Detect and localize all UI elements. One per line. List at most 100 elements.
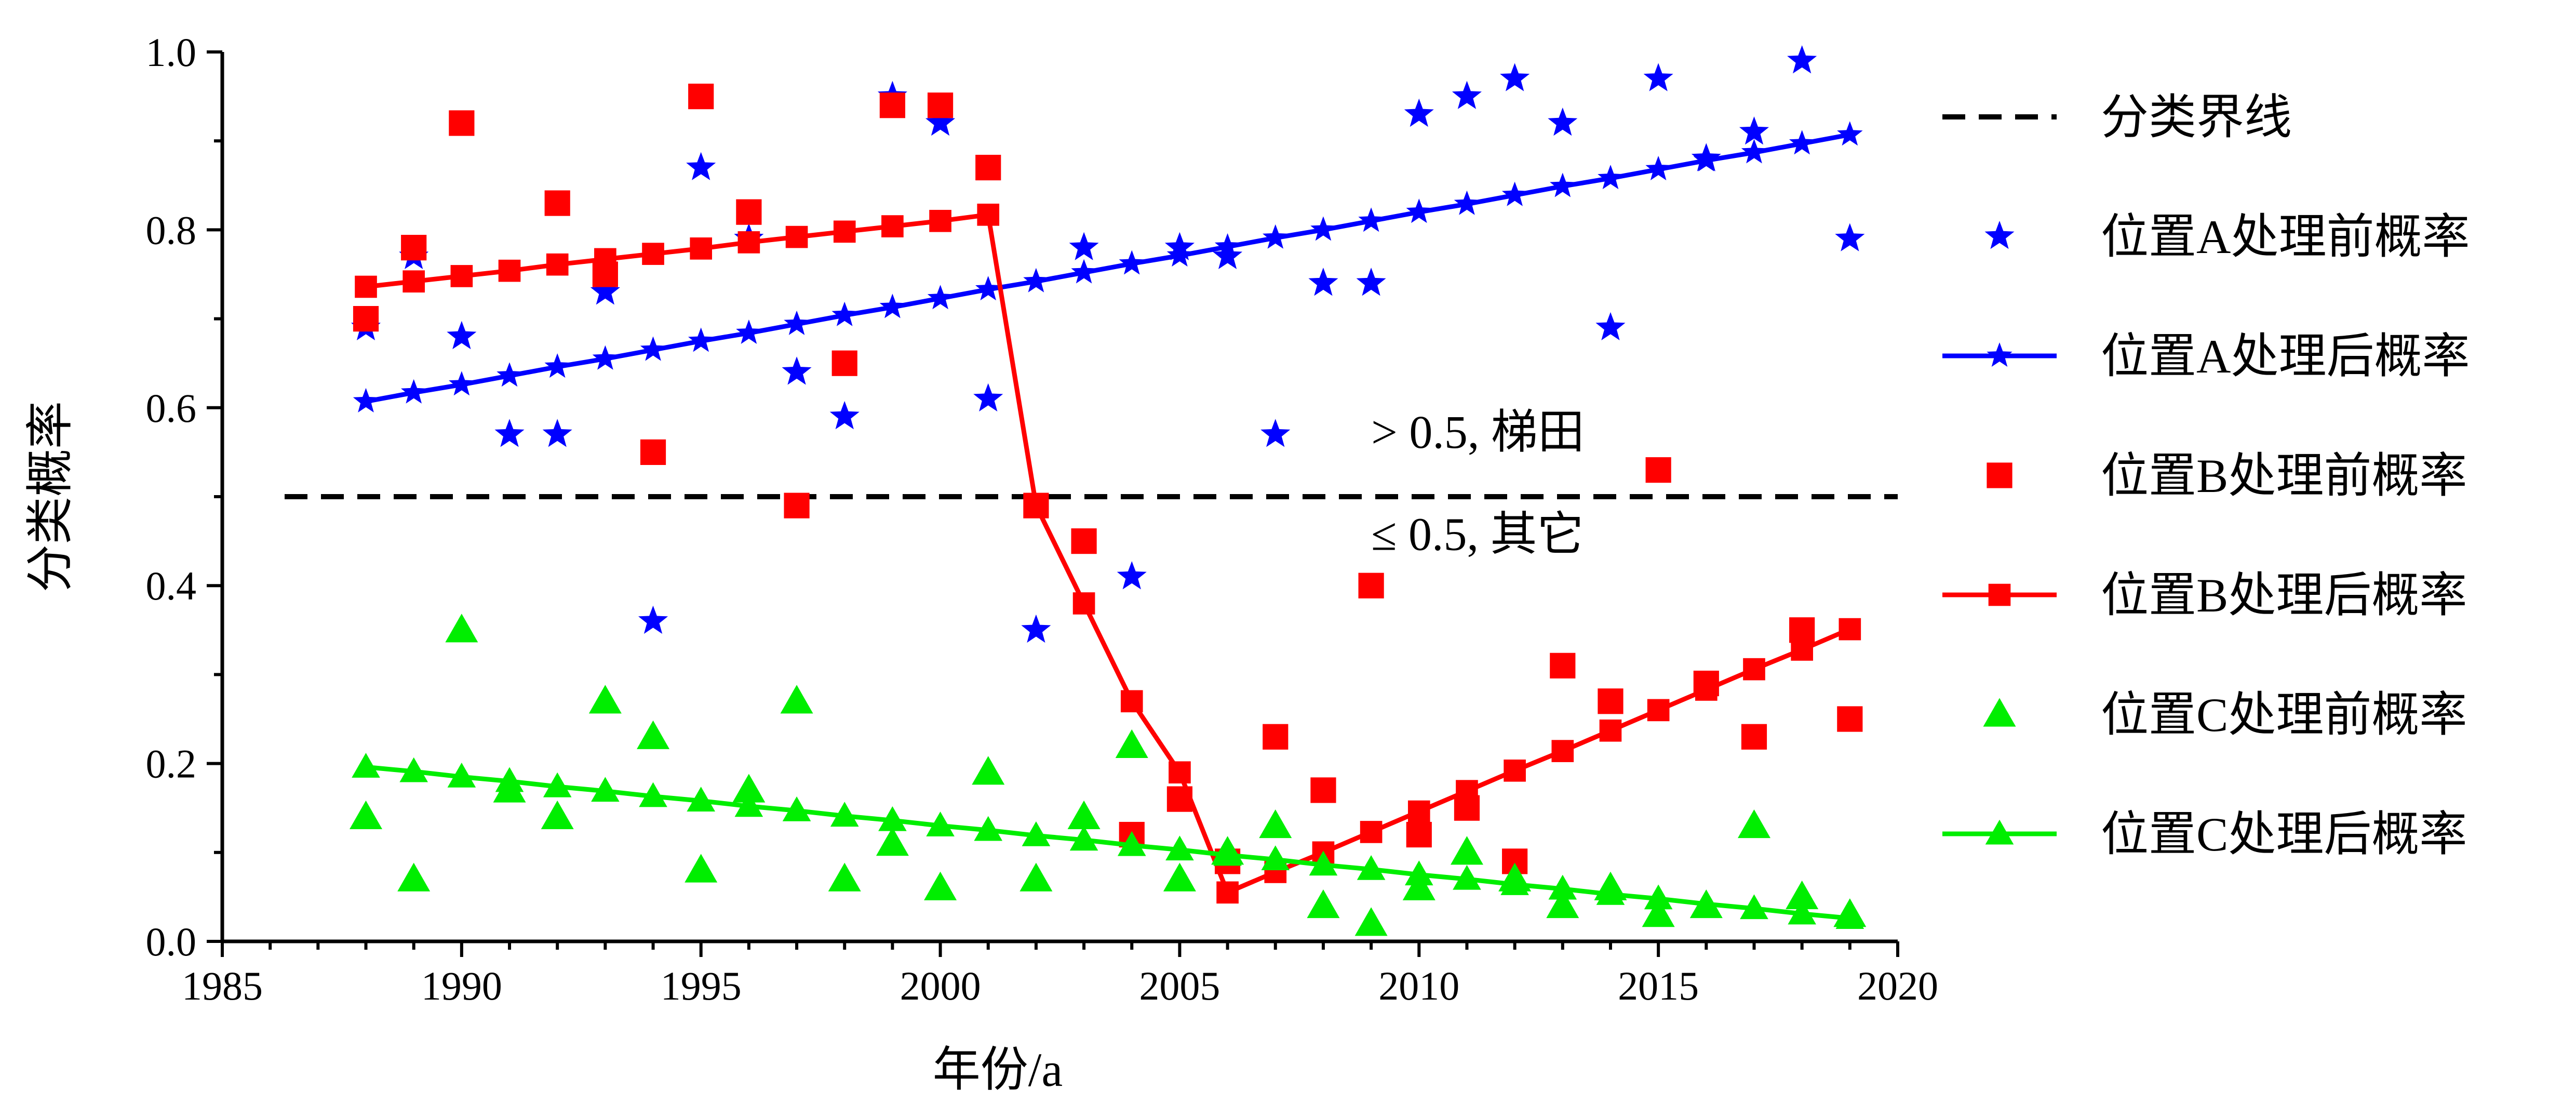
series-4-point-9 xyxy=(780,685,813,714)
series-0-point-20 xyxy=(1308,268,1338,296)
series-1-point-8 xyxy=(736,320,762,344)
series-5-point-17 xyxy=(1165,835,1194,861)
series-1-point-28 xyxy=(1693,147,1719,171)
x-tick-label-5: 2010 xyxy=(1378,963,1459,1008)
series-3-point-14 xyxy=(1025,494,1048,517)
series-4-point-5 xyxy=(588,685,622,714)
series-2-point-26 xyxy=(1645,457,1671,483)
series-0-point-27 xyxy=(1643,63,1673,91)
axes: 1985 1990 1995 2000 2005 2010 2015 2020 0.0 0.2 0.… xyxy=(24,30,1938,1096)
series-1-point-18 xyxy=(1214,233,1241,258)
series-1-point-7 xyxy=(688,327,714,352)
series-4-point-10 xyxy=(828,862,861,892)
series-2-point-1 xyxy=(401,235,427,261)
series-2-point-0 xyxy=(353,306,379,332)
series-5-point-22 xyxy=(1404,860,1433,886)
series-0-point-14 xyxy=(1021,614,1051,643)
series-3-point-21 xyxy=(1360,821,1383,843)
x-tick-label-6: 2015 xyxy=(1618,963,1699,1008)
series-2-point-7 xyxy=(736,199,762,225)
series-4-point-27 xyxy=(1642,898,1675,927)
series-5-point-0 xyxy=(352,753,380,778)
series-4-point-7 xyxy=(685,854,718,883)
series-3-point-29 xyxy=(1743,658,1765,681)
series-3-point-24 xyxy=(1504,759,1526,782)
series-5-point-23 xyxy=(1453,864,1481,890)
y-tick-label-1: 0.2 xyxy=(146,741,197,787)
series-3-point-27 xyxy=(1647,699,1670,722)
series-1-point-13 xyxy=(975,276,1001,301)
series-5-point-31 xyxy=(1835,904,1864,929)
x-tick-label-7: 2020 xyxy=(1857,963,1938,1008)
series-5-point-3 xyxy=(495,767,524,792)
series-5-point-14 xyxy=(1022,821,1051,846)
series-0-point-13 xyxy=(973,383,1003,411)
series-5-point-15 xyxy=(1069,826,1098,851)
series-3-point-10 xyxy=(833,220,856,243)
series-4-point-0 xyxy=(350,800,383,829)
series-4-point-11 xyxy=(876,827,909,856)
series-3-point-26 xyxy=(1599,719,1622,742)
series-2-point-24 xyxy=(1550,653,1576,679)
series-1-point-4 xyxy=(544,353,570,378)
series-1-point-23 xyxy=(1454,190,1480,215)
series-4-point-4 xyxy=(541,800,574,829)
series-5-point-16 xyxy=(1117,831,1146,856)
series-1-point-19 xyxy=(1263,224,1289,249)
series-2-point-10 xyxy=(879,92,905,118)
series-3-point-11 xyxy=(881,215,904,237)
series-2-point-25 xyxy=(1598,688,1624,714)
series-5-point-19 xyxy=(1261,845,1290,870)
legend-label-2: 位置B处理前概率 xyxy=(2101,449,2467,502)
series-2-point-19 xyxy=(1310,777,1336,803)
series-0-point-30 xyxy=(1787,45,1817,74)
series-2-point-9 xyxy=(831,350,857,376)
series-0-point-18 xyxy=(1213,241,1243,269)
series-3-point-30 xyxy=(1791,639,1813,661)
legend-marker-4 xyxy=(1983,698,2016,727)
series-1-point-12 xyxy=(927,285,954,310)
series-1-point-22 xyxy=(1406,198,1432,223)
series-2-point-3 xyxy=(544,190,570,216)
series-5-point-9 xyxy=(782,796,811,821)
legend-threshold-label: 分类界线 xyxy=(2101,91,2292,144)
series-5-point-10 xyxy=(830,802,859,827)
x-tick-label-4: 2005 xyxy=(1139,963,1220,1008)
legend-marker-3 xyxy=(1988,583,2011,606)
series-1-point-11 xyxy=(879,294,906,318)
series-5-point-8 xyxy=(734,792,763,817)
series-4-point-8 xyxy=(732,774,766,803)
series-4-point-19 xyxy=(1259,809,1292,839)
series-3-point-3 xyxy=(498,259,521,282)
series-5-point-20 xyxy=(1309,850,1338,876)
series-1-point-17 xyxy=(1166,242,1193,267)
series-2-point-6 xyxy=(688,84,714,110)
series-1-point-9 xyxy=(784,310,810,335)
series-4-point-17 xyxy=(1163,862,1196,892)
series-5-point-24 xyxy=(1500,870,1529,895)
x-tick-label-0: 1985 xyxy=(182,963,263,1008)
legend-marker-0 xyxy=(1984,221,2015,249)
series-1-point-24 xyxy=(1501,181,1528,206)
legend-label-1: 位置A处理后概率 xyxy=(2101,330,2470,383)
series-5-point-29 xyxy=(1740,894,1768,920)
x-tick-label-1: 1990 xyxy=(421,963,502,1008)
series-4-point-30 xyxy=(1786,880,1819,910)
series-4-point-14 xyxy=(1019,862,1053,892)
series-1-point-0 xyxy=(353,388,379,413)
y-tick-label-0: 0.0 xyxy=(146,919,197,964)
series-0-point-16 xyxy=(1117,561,1147,590)
series-5-point-26 xyxy=(1596,880,1625,905)
series-3-point-13 xyxy=(977,203,1000,226)
series-0-point-23 xyxy=(1452,81,1482,109)
series-1-point-3 xyxy=(497,362,522,387)
series-0-point-24 xyxy=(1500,63,1530,91)
y-tick-label-2: 0.4 xyxy=(146,563,197,608)
series-0-point-21 xyxy=(1356,268,1386,296)
legend-marker-1 xyxy=(1987,342,2013,367)
series-5-point-21 xyxy=(1357,855,1386,880)
series-5-point-12 xyxy=(926,812,955,836)
series-3-point-23 xyxy=(1456,780,1478,802)
series-5-point-5 xyxy=(591,777,620,802)
